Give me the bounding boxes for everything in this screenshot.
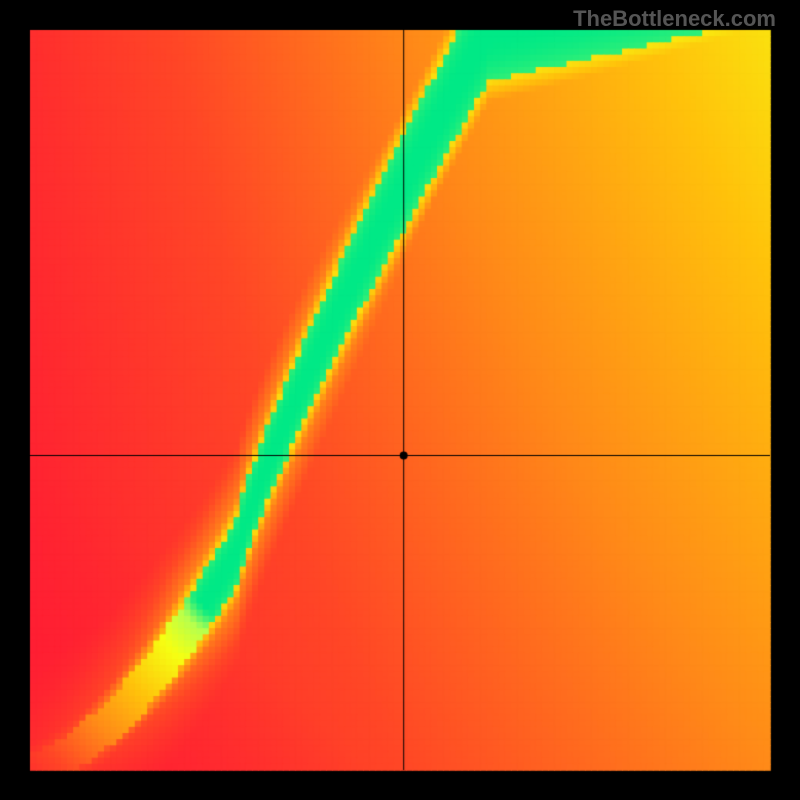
watermark-text: TheBottleneck.com: [573, 6, 776, 32]
bottleneck-heatmap: [0, 0, 800, 800]
